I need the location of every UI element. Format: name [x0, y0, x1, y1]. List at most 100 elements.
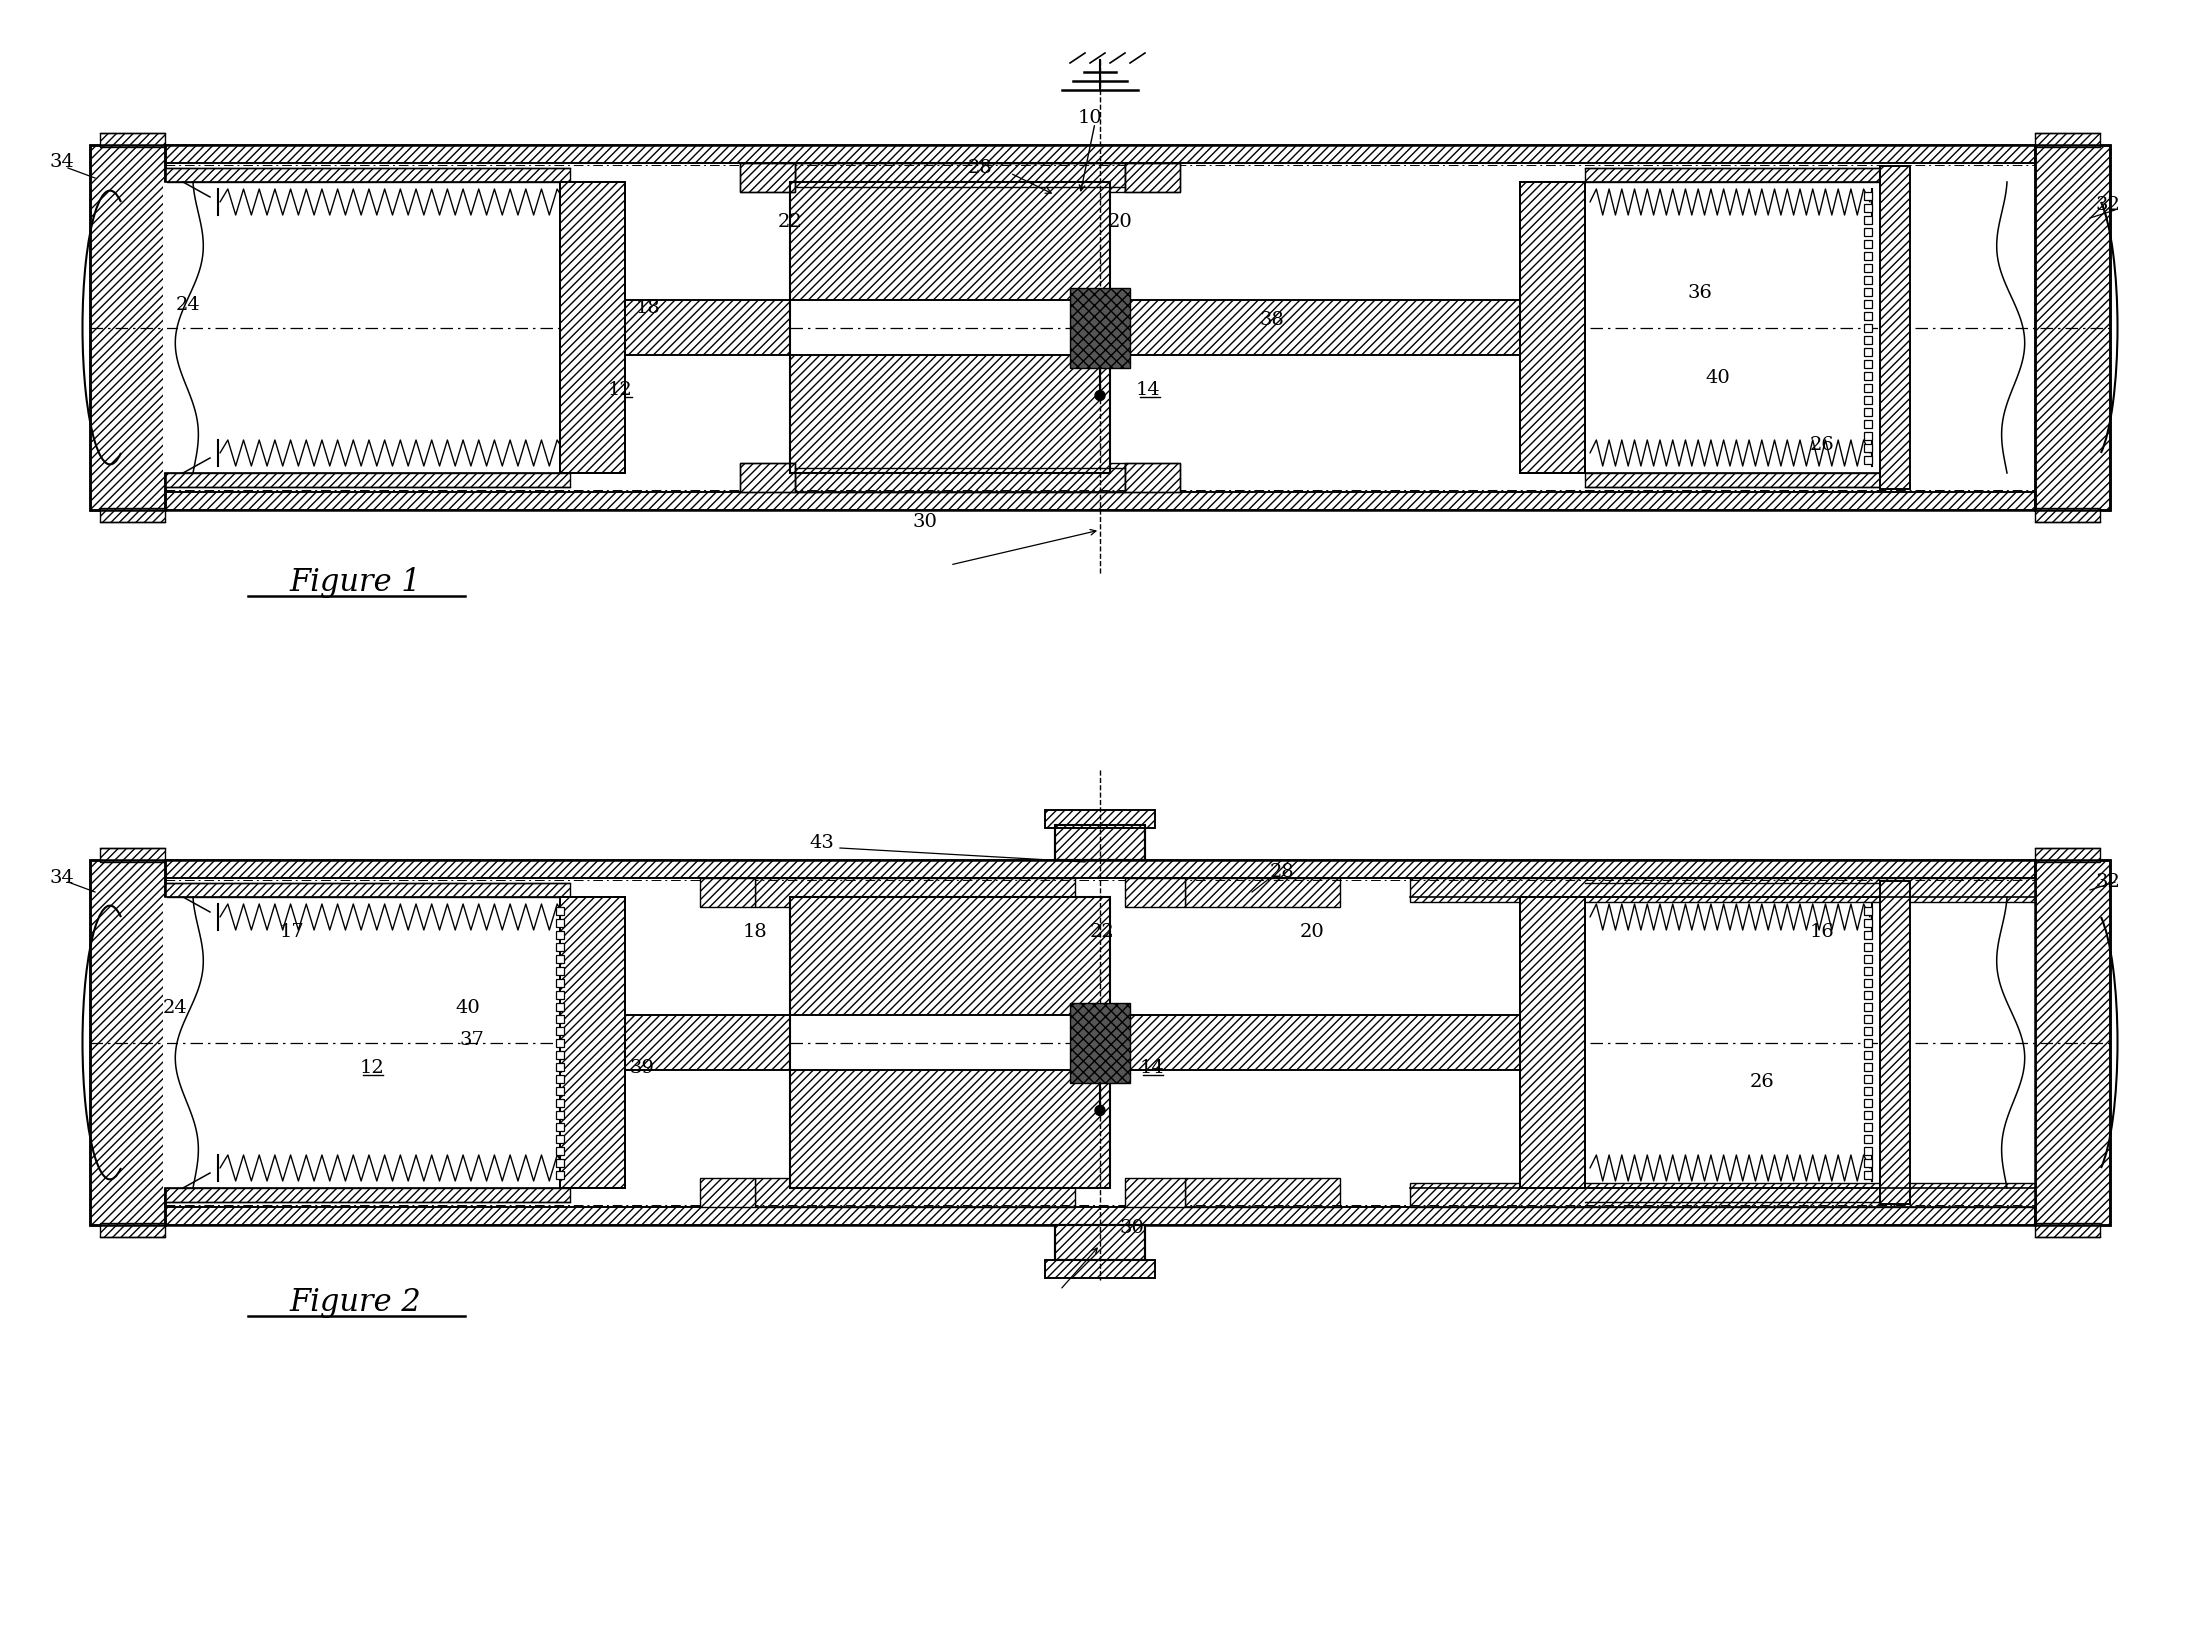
Bar	[90, 860, 165, 1225]
Bar	[2035, 133, 2101, 148]
Bar	[1410, 878, 2035, 901]
Bar	[90, 144, 165, 511]
Bar	[90, 860, 165, 1225]
Bar	[2035, 860, 2110, 1225]
Bar	[1863, 1015, 1872, 1023]
Text: 16: 16	[1811, 923, 1835, 941]
Text: 43: 43	[810, 834, 834, 852]
Bar	[1863, 1171, 1872, 1179]
Bar	[1056, 824, 1144, 860]
Bar	[739, 463, 794, 493]
Bar	[1863, 251, 1872, 259]
Text: 22: 22	[777, 213, 803, 232]
Bar	[1863, 1051, 1872, 1059]
Bar	[1520, 897, 1584, 1189]
Bar	[1863, 204, 1872, 212]
Bar	[794, 163, 1124, 192]
Bar	[1863, 1159, 1872, 1167]
Bar	[1520, 897, 1584, 1189]
Text: 17: 17	[279, 923, 304, 941]
Bar	[1863, 373, 1872, 379]
Bar	[1410, 1182, 2035, 1207]
Bar	[2035, 847, 2101, 862]
Bar	[700, 878, 755, 906]
Bar	[755, 878, 1076, 906]
Bar	[1124, 1177, 1186, 1207]
Bar	[163, 897, 167, 1189]
Bar	[1863, 300, 1872, 309]
Bar	[557, 1015, 563, 1023]
Text: 40: 40	[455, 998, 480, 1016]
Bar	[561, 182, 625, 473]
Text: 40: 40	[1705, 369, 1731, 388]
Text: 28: 28	[1269, 864, 1294, 882]
Bar	[1863, 992, 1872, 998]
Bar	[1863, 384, 1872, 392]
Bar	[1863, 1098, 1872, 1107]
Bar	[1111, 1015, 1520, 1071]
Bar	[1045, 810, 1155, 828]
Bar	[790, 355, 1111, 473]
Bar	[1863, 443, 1872, 452]
Bar	[1863, 276, 1872, 284]
Bar	[739, 163, 794, 192]
Bar	[1863, 287, 1872, 296]
Bar	[1863, 1003, 1872, 1011]
Text: 14: 14	[1140, 1059, 1164, 1077]
Bar	[557, 967, 563, 975]
Bar	[557, 931, 563, 939]
Bar	[1863, 1123, 1872, 1131]
Bar	[557, 956, 563, 962]
Bar	[1863, 348, 1872, 356]
Bar	[1863, 360, 1872, 368]
Bar	[1863, 337, 1872, 345]
Bar	[1124, 878, 1186, 906]
Bar	[1863, 1135, 1872, 1143]
Bar	[99, 507, 165, 522]
Bar	[557, 1135, 563, 1143]
Text: 32: 32	[2097, 874, 2121, 892]
Text: Figure 1: Figure 1	[288, 566, 420, 598]
Bar	[1520, 182, 1584, 473]
Bar	[1863, 979, 1872, 987]
Bar	[1881, 897, 2035, 1189]
Bar	[165, 1189, 570, 1202]
Bar	[1124, 463, 1179, 493]
Bar	[165, 883, 570, 897]
Bar	[1881, 882, 1910, 1204]
Bar	[557, 920, 563, 928]
Bar	[1881, 166, 1910, 489]
Bar	[557, 992, 563, 998]
Bar	[90, 144, 165, 511]
Bar	[1863, 920, 1872, 928]
Bar	[557, 1159, 563, 1167]
Bar	[1863, 1087, 1872, 1095]
Bar	[2035, 1223, 2101, 1236]
Bar	[1124, 163, 1179, 192]
Bar	[557, 1062, 563, 1071]
Text: Figure 2: Figure 2	[288, 1286, 420, 1317]
Bar	[557, 1026, 563, 1034]
Bar	[99, 133, 165, 148]
Bar	[1863, 1076, 1872, 1084]
Bar	[625, 300, 790, 355]
Bar	[1863, 943, 1872, 951]
Bar	[790, 1071, 1111, 1189]
Bar	[557, 1039, 563, 1048]
Bar	[1111, 300, 1520, 355]
Bar	[625, 1015, 790, 1071]
Bar	[557, 1003, 563, 1011]
Bar	[1863, 312, 1872, 320]
Bar	[1863, 1112, 1872, 1118]
Bar	[1045, 1259, 1155, 1277]
Text: 18: 18	[636, 299, 660, 317]
Bar	[557, 906, 563, 915]
Bar	[1056, 1225, 1144, 1259]
Bar	[165, 144, 2035, 163]
Bar	[557, 1098, 563, 1107]
Bar	[557, 1076, 563, 1084]
Bar	[99, 1223, 165, 1236]
Bar	[557, 979, 563, 987]
Bar	[165, 860, 2035, 878]
Text: 30: 30	[913, 512, 937, 530]
